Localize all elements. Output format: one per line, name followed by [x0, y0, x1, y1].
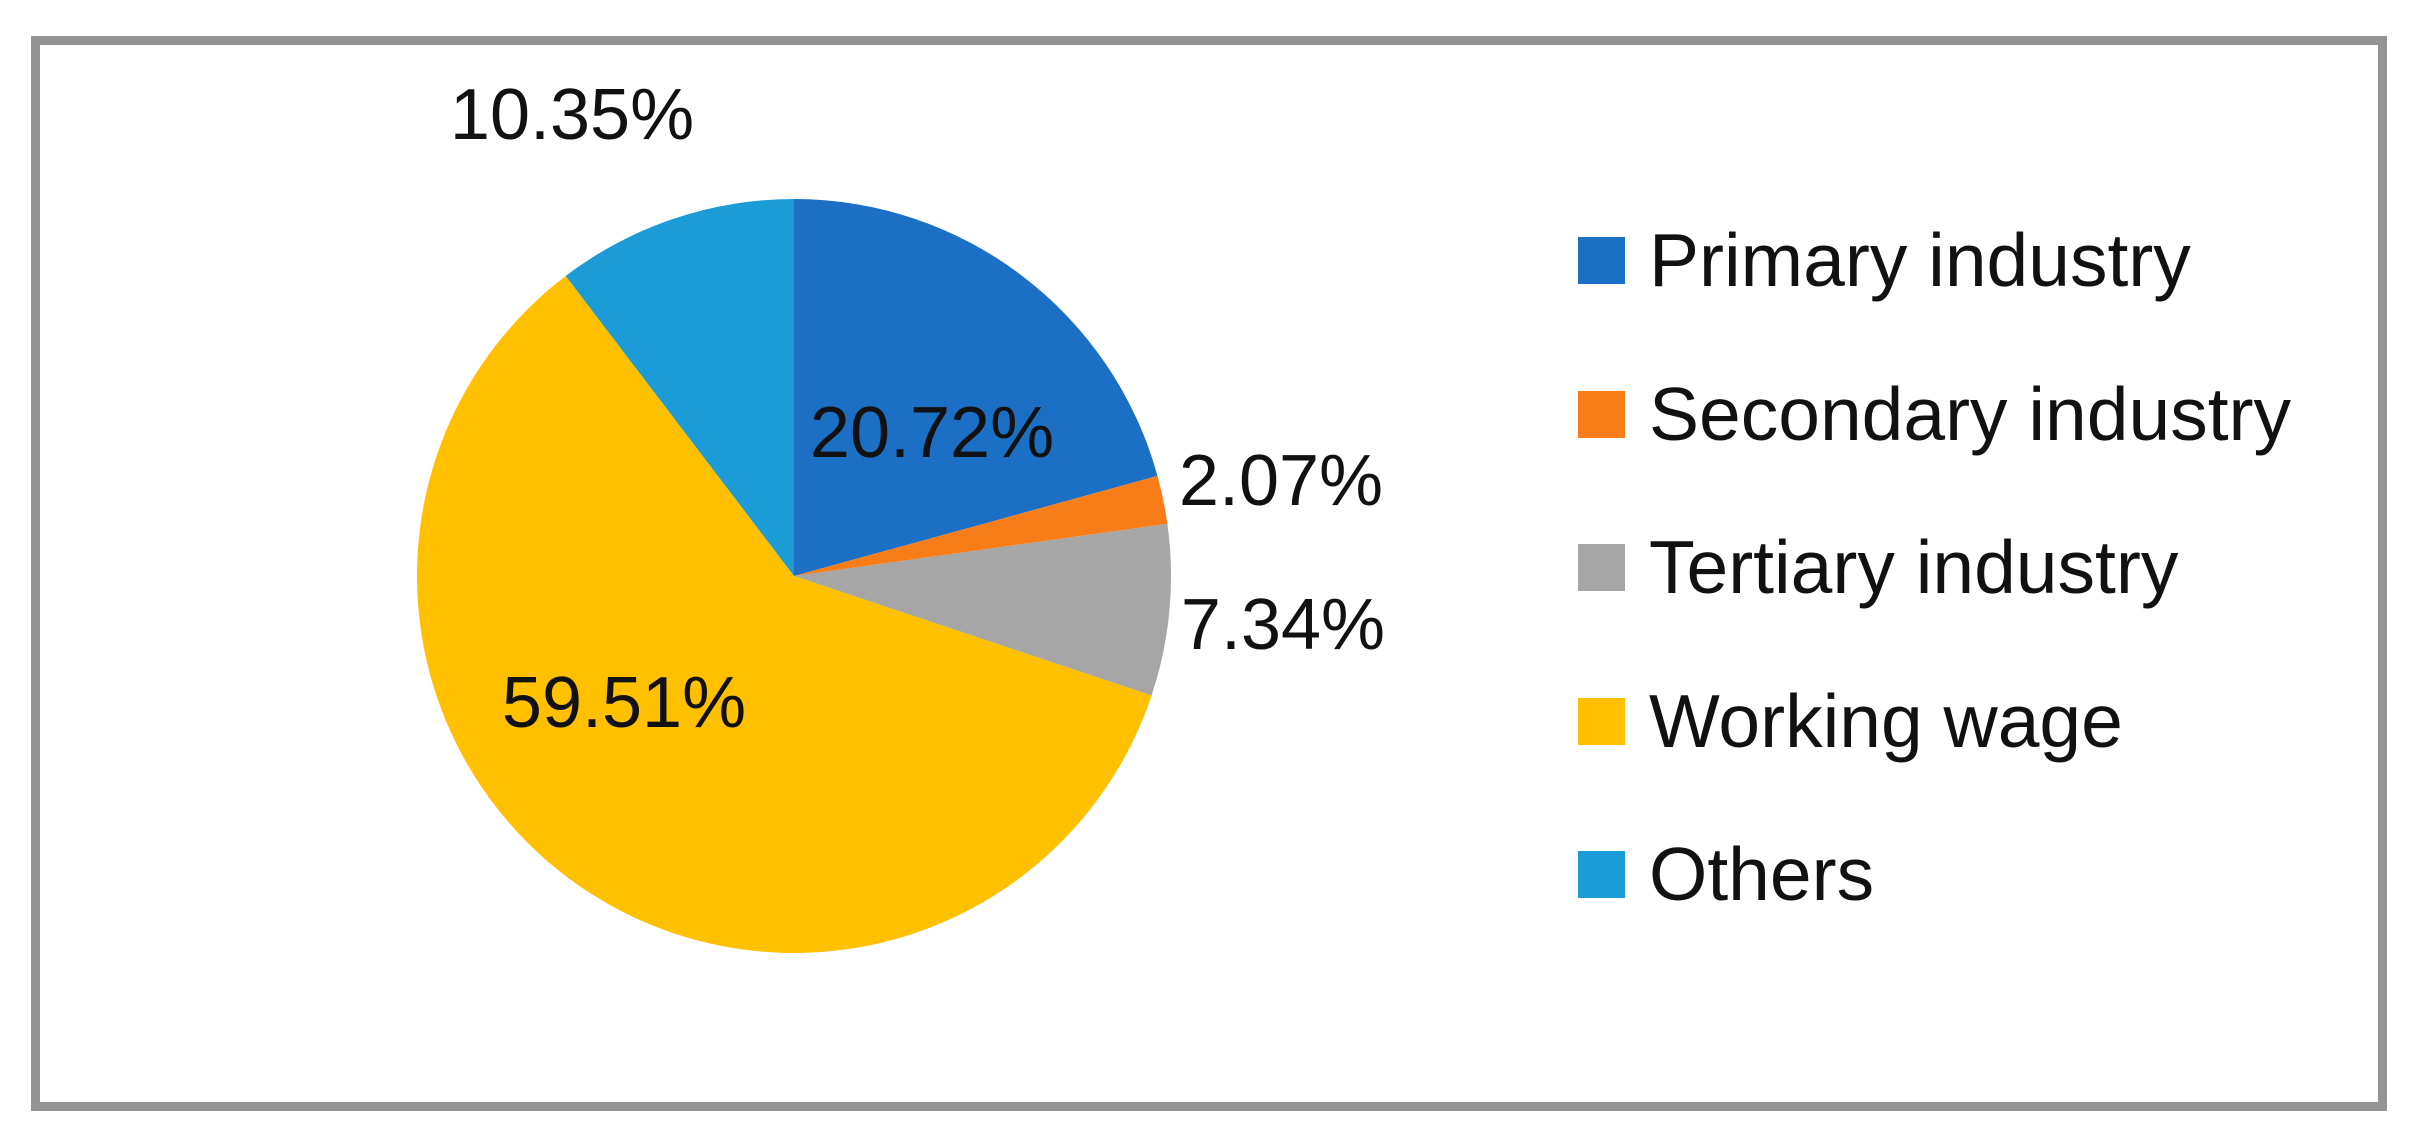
pie-chart	[416, 199, 1172, 953]
pie-slice-secondary-industry	[794, 475, 1168, 576]
legend-label-secondary-industry: Secondary industry	[1649, 371, 2292, 456]
pie-label-working-wage: 59.51%	[501, 663, 747, 743]
pie-label-tertiary-industry: 7.34%	[1180, 585, 1386, 665]
legend-item-primary-industry: Primary industry	[1578, 220, 2191, 300]
legend-label-primary-industry: Primary industry	[1649, 217, 2191, 302]
pie-slice-tertiary-industry	[794, 523, 1172, 696]
legend-item-secondary-industry: Secondary industry	[1578, 374, 2291, 454]
legend-item-tertiary-industry: Tertiary industry	[1578, 527, 2178, 607]
legend-item-others: Others	[1578, 834, 1874, 914]
legend-label-working-wage: Working wage	[1649, 678, 2123, 763]
legend-swatch-working-wage-icon	[1578, 697, 1625, 745]
pie-slice-others	[565, 199, 794, 576]
legend-label-others: Others	[1649, 831, 1875, 916]
pie-label-secondary-industry: 2.07%	[1178, 441, 1384, 521]
legend-label-tertiary-industry: Tertiary industry	[1649, 524, 2179, 609]
legend-swatch-tertiary-icon	[1578, 543, 1625, 591]
legend-item-working-wage: Working wage	[1578, 681, 2123, 761]
legend-swatch-secondary-icon	[1578, 390, 1625, 438]
pie-label-others: 10.35%	[449, 75, 695, 155]
legend-swatch-primary-icon	[1578, 236, 1625, 284]
legend-swatch-others-icon	[1578, 850, 1625, 898]
pie-slice-primary-industry	[794, 199, 1158, 576]
pie-label-primary-industry: 20.72%	[809, 393, 1055, 473]
pie-slice-working-wage	[416, 275, 1152, 953]
